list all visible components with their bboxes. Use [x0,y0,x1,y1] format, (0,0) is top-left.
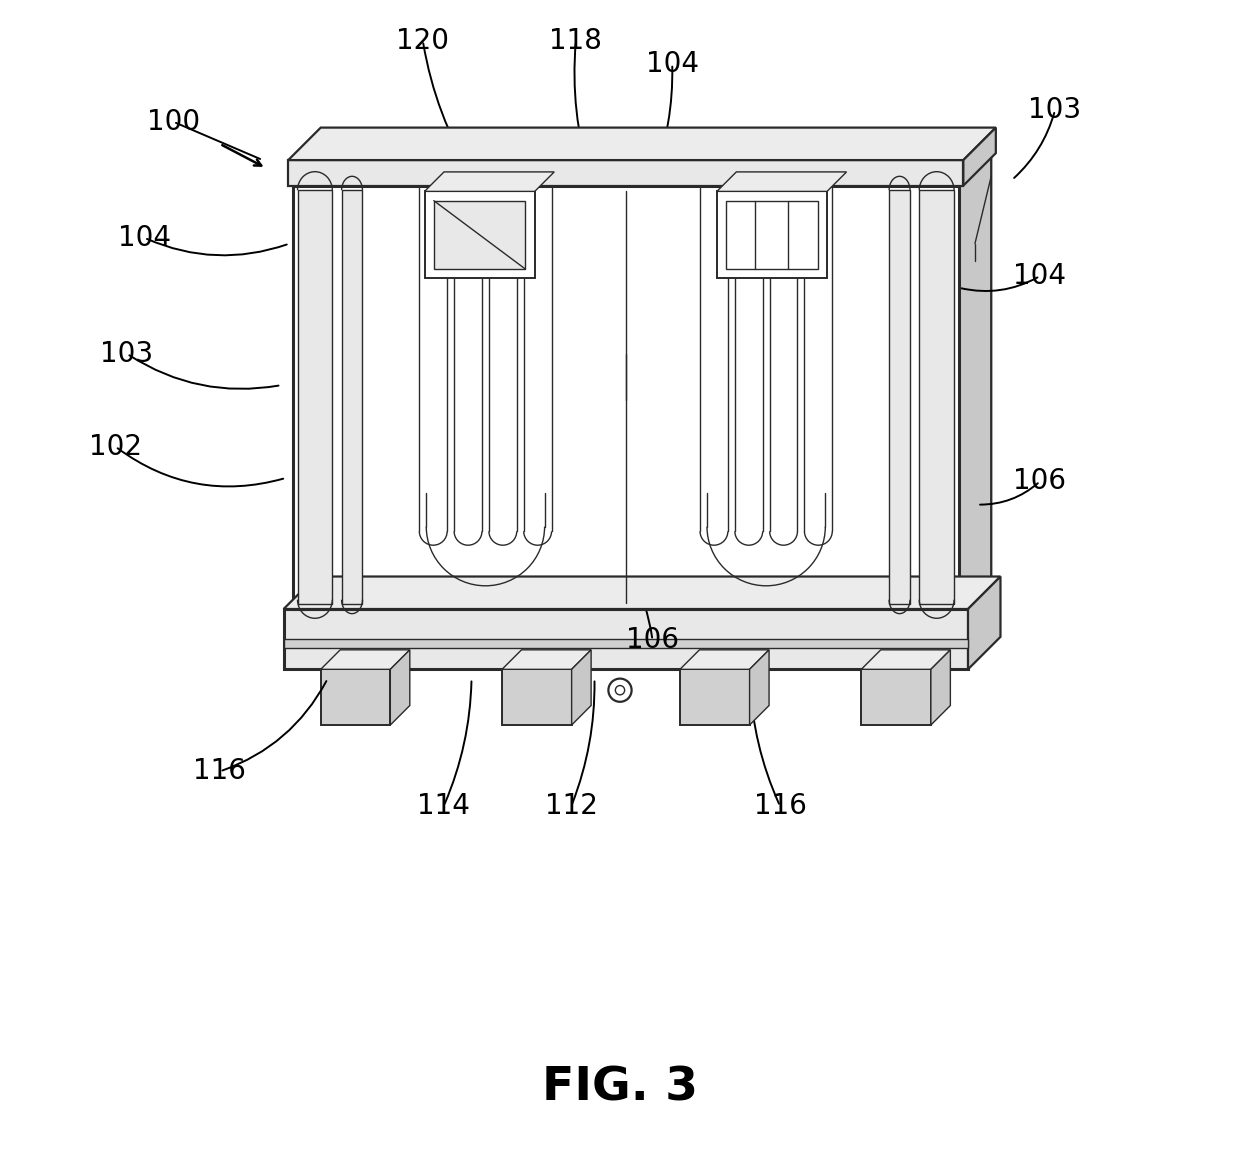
Polygon shape [968,577,1001,669]
Text: 112: 112 [544,792,598,820]
Polygon shape [717,172,847,191]
Bar [293,186,959,609]
Polygon shape [391,650,409,725]
Text: 104: 104 [118,224,171,252]
Polygon shape [321,650,409,669]
Bar [321,669,391,725]
Bar [424,191,534,278]
Polygon shape [931,650,950,725]
Polygon shape [502,650,591,669]
Bar [717,191,827,278]
Polygon shape [341,190,362,604]
Polygon shape [889,190,910,604]
Bar [680,669,749,725]
Polygon shape [298,190,332,604]
Text: 100: 100 [146,108,200,136]
Bar [502,669,572,725]
Polygon shape [572,650,591,725]
Text: 102: 102 [89,433,141,461]
Polygon shape [293,153,991,186]
Bar [862,669,931,725]
Bar [434,201,526,269]
Text: 103: 103 [1028,96,1081,124]
Text: 103: 103 [100,340,154,368]
Text: 104: 104 [1013,262,1066,290]
Text: 106: 106 [626,626,680,654]
Polygon shape [919,190,954,604]
Text: 106: 106 [1013,467,1066,495]
Polygon shape [284,577,1001,609]
Bar [284,639,968,648]
Polygon shape [749,650,769,725]
Polygon shape [288,128,996,160]
Polygon shape [325,153,991,577]
Bar [727,201,818,269]
Polygon shape [680,650,769,669]
Bar [288,160,963,186]
Polygon shape [959,153,991,609]
Text: 104: 104 [646,50,698,78]
Text: FIG. 3: FIG. 3 [542,1066,698,1110]
Text: 116: 116 [754,792,806,820]
Polygon shape [424,172,554,191]
Text: 116: 116 [193,757,247,785]
Bar [284,609,968,669]
Text: 114: 114 [417,792,470,820]
Text: 120: 120 [397,27,449,55]
Polygon shape [963,128,996,186]
Polygon shape [862,650,950,669]
Text: 118: 118 [549,27,603,55]
